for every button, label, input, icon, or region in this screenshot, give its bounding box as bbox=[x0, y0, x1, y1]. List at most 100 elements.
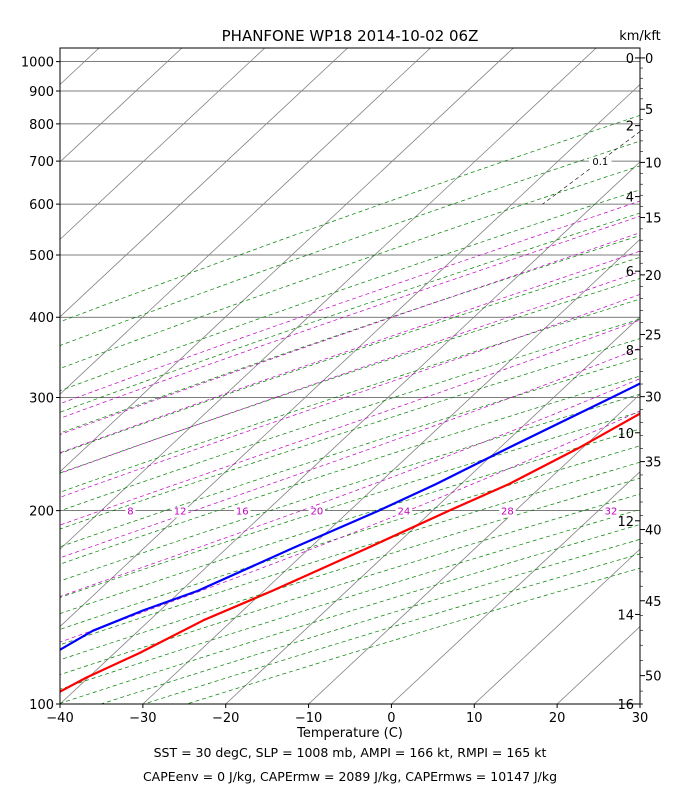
isotherm bbox=[60, 48, 183, 163]
kft-tick-label: 20 bbox=[645, 269, 662, 284]
dry-adiabat bbox=[60, 256, 640, 454]
dry-adiabat bbox=[60, 461, 640, 646]
chart-title: PHANFONE WP18 2014-10-02 06Z bbox=[222, 27, 479, 45]
pressure-tick-label: 700 bbox=[29, 155, 54, 170]
temp-tick-label: 30 bbox=[632, 711, 649, 726]
km-tick-label: 10 bbox=[617, 427, 634, 442]
moist-adiabat-label: 32 bbox=[602, 507, 620, 518]
moist-adiabat-label-text: 28 bbox=[501, 507, 514, 518]
mixing-ratio-line bbox=[654, 48, 700, 204]
moist-adiabat-label-text: 24 bbox=[397, 507, 410, 518]
km-tick-label: 6 bbox=[626, 265, 634, 280]
pressure-tick-label: 300 bbox=[29, 392, 54, 407]
dry-adiabat bbox=[60, 338, 640, 530]
moist-adiabat-label: 28 bbox=[499, 507, 516, 518]
km-tick-label: 4 bbox=[626, 191, 634, 206]
moist-adiabat-label-text: 8 bbox=[127, 507, 133, 518]
dry-adiabat bbox=[60, 375, 640, 565]
isotherm bbox=[474, 548, 640, 704]
kft-tick-label: 10 bbox=[645, 156, 662, 171]
pressure-tick-label: 800 bbox=[29, 118, 54, 133]
temperature-line bbox=[60, 412, 640, 693]
moist-adiabat bbox=[60, 200, 640, 405]
km-tick-label: 16 bbox=[617, 698, 634, 713]
dry-adiabat bbox=[60, 165, 640, 369]
moist-adiabat bbox=[60, 294, 640, 498]
moist-adiabat-label-text: 16 bbox=[236, 507, 249, 518]
moist-adiabat bbox=[60, 347, 640, 559]
dry-adiabat bbox=[60, 318, 640, 512]
kft-tick-label: 5 bbox=[645, 103, 653, 118]
kft-tick-label: 35 bbox=[645, 456, 662, 471]
isotherm bbox=[60, 48, 348, 318]
kft-tick-label: 50 bbox=[645, 670, 662, 685]
dry-adiabat bbox=[60, 445, 640, 630]
dewpoint-line bbox=[60, 382, 640, 652]
moist-adiabat bbox=[60, 410, 640, 643]
dry-adiabat bbox=[60, 298, 640, 493]
moist-adiabat bbox=[60, 319, 640, 526]
isotherm bbox=[225, 316, 640, 704]
dry-adiabat bbox=[60, 278, 640, 474]
moist-adiabat-label-text: 12 bbox=[174, 507, 187, 518]
isotherm bbox=[60, 83, 640, 628]
temp-tick-label: 10 bbox=[466, 711, 483, 726]
temp-tick-label: 20 bbox=[549, 711, 566, 726]
pressure-tick-label: 200 bbox=[29, 505, 54, 520]
dry-adiabat bbox=[60, 428, 640, 614]
moist-adiabat bbox=[60, 215, 640, 419]
mixing-ratio-label-text: 0.1 bbox=[592, 157, 608, 168]
kft-tick-label: 0 bbox=[645, 52, 653, 67]
plot-frame bbox=[59, 47, 641, 705]
moist-adiabat-label-text: 32 bbox=[605, 507, 618, 518]
dry-adiabat bbox=[60, 189, 640, 392]
dry-adiabat bbox=[60, 140, 640, 346]
isotherm bbox=[60, 48, 100, 86]
temp-tick-label: −10 bbox=[295, 711, 322, 726]
caption-line-2: CAPEenv = 0 J/kg, CAPErmw = 2089 J/kg, C… bbox=[142, 769, 558, 784]
dry-adiabat bbox=[60, 509, 640, 690]
moist-adiabat bbox=[60, 250, 640, 454]
moist-adiabat-label: 12 bbox=[171, 507, 189, 518]
moist-adiabat-label-text: 20 bbox=[310, 507, 323, 518]
pressure-tick-label: 100 bbox=[29, 698, 54, 713]
isotherm bbox=[308, 393, 640, 704]
dry-adiabat bbox=[60, 493, 640, 676]
isotherm bbox=[556, 626, 640, 704]
dry-adiabat bbox=[60, 357, 640, 548]
right-axis-label: km/kft bbox=[619, 29, 661, 44]
km-tick-label: 14 bbox=[617, 608, 634, 623]
km-tick-label: 8 bbox=[626, 344, 634, 359]
moist-adiabat-label: 16 bbox=[234, 507, 251, 518]
temp-tick-label: −30 bbox=[129, 711, 156, 726]
moist-adiabat-label: 8 bbox=[125, 507, 136, 518]
temp-tick-label: −20 bbox=[212, 711, 239, 726]
moist-adiabat-label: 20 bbox=[308, 507, 326, 518]
dry-adiabat bbox=[60, 411, 640, 598]
isotherm bbox=[391, 471, 640, 704]
kft-tick-label: 15 bbox=[645, 212, 662, 227]
moist-adiabat bbox=[60, 271, 640, 474]
pressure-tick-label: 500 bbox=[29, 249, 54, 264]
isotherm bbox=[60, 48, 514, 473]
mixing-ratio-label: 0.1 bbox=[588, 157, 612, 169]
kft-tick-label: 40 bbox=[645, 524, 662, 539]
background-lines bbox=[60, 48, 700, 704]
kft-tick-label: 45 bbox=[645, 595, 662, 610]
temp-tick-label: −40 bbox=[46, 711, 73, 726]
moist-adiabat bbox=[60, 378, 640, 597]
isotherm bbox=[60, 48, 431, 395]
isotherm bbox=[60, 48, 266, 240]
pressure-tick-label: 600 bbox=[29, 198, 54, 213]
km-tick-label: 2 bbox=[626, 120, 634, 135]
isotherm bbox=[60, 161, 640, 704]
dry-adiabat bbox=[60, 114, 640, 323]
data-series bbox=[60, 382, 640, 693]
temp-tick-label: 0 bbox=[387, 711, 395, 726]
pressure-tick-label: 1000 bbox=[21, 56, 54, 71]
dry-adiabat bbox=[60, 212, 640, 413]
isotherm bbox=[60, 48, 597, 550]
mixing-ratio-line bbox=[542, 131, 640, 205]
pressure-tick-label: 900 bbox=[29, 85, 54, 100]
